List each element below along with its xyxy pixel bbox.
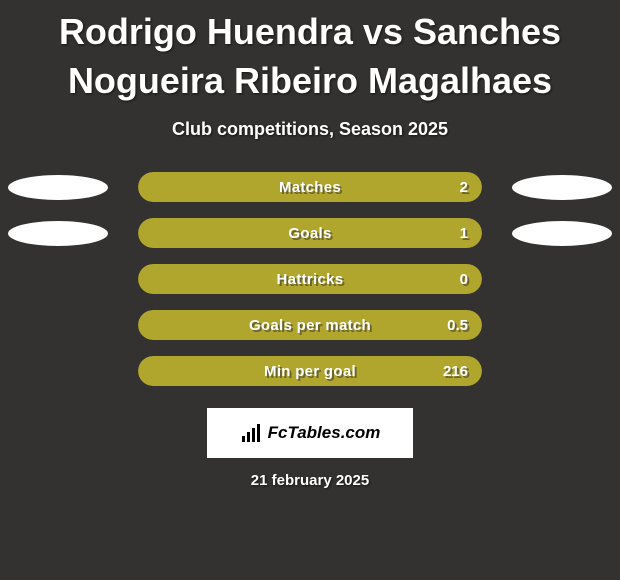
pill-spacer [8,359,108,384]
page-title: Rodrigo Huendra vs Sanches Nogueira Ribe… [0,0,620,105]
stat-bar-hattricks: Hattricks 0 [138,264,482,294]
stat-row: Hattricks 0 [0,264,620,294]
stat-row: Goals per match 0.5 [0,310,620,340]
stat-value: 2 [460,179,468,196]
stat-row: Goals 1 [0,218,620,248]
stat-bar-goals-per-match: Goals per match 0.5 [138,310,482,340]
stat-value: 0.5 [447,317,468,334]
stat-label: Goals [138,225,482,242]
logo-box: FcTables.com [207,408,413,458]
stat-bar-matches: Matches 2 [138,172,482,202]
stat-label: Matches [138,179,482,196]
stat-bar-min-per-goal: Min per goal 216 [138,356,482,386]
date-label: 21 february 2025 [0,472,620,489]
stat-label: Hattricks [138,271,482,288]
right-pill-icon [512,221,612,246]
left-pill-icon [8,175,108,200]
pill-spacer [512,359,612,384]
pill-spacer [512,313,612,338]
stat-value: 216 [443,363,468,380]
stat-row: Matches 2 [0,172,620,202]
stats-container: Matches 2 Goals 1 Hattricks 0 Goals per … [0,172,620,386]
pill-spacer [8,313,108,338]
logo-text: FcTables.com [268,423,381,443]
stat-label: Min per goal [138,363,482,380]
stat-bar-goals: Goals 1 [138,218,482,248]
stat-value: 0 [460,271,468,288]
subtitle: Club competitions, Season 2025 [0,119,620,140]
left-pill-icon [8,221,108,246]
stat-value: 1 [460,225,468,242]
right-pill-icon [512,175,612,200]
pill-spacer [512,267,612,292]
stat-label: Goals per match [138,317,482,334]
stat-row: Min per goal 216 [0,356,620,386]
pill-spacer [8,267,108,292]
chart-bars-icon [240,422,262,444]
